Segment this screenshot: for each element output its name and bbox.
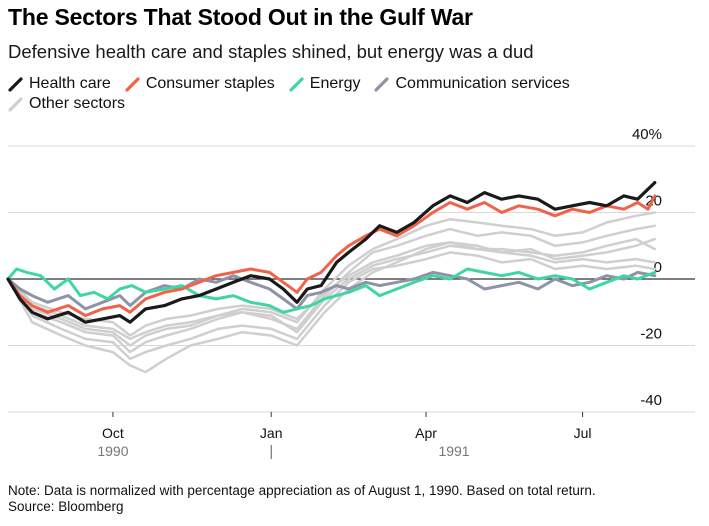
chart-source: Source: Bloomberg bbox=[8, 499, 124, 514]
year-label: 1991 bbox=[438, 443, 469, 459]
chart-legend: Health care Consumer staples Energy Comm… bbox=[8, 74, 698, 114]
series-line-other-sectors bbox=[6, 251, 657, 361]
chart-subtitle: Defensive health care and staples shined… bbox=[8, 41, 534, 62]
series-line-health-care bbox=[6, 181, 657, 324]
x-tick-label: Jul bbox=[574, 425, 592, 441]
legend-label-energy: Energy bbox=[309, 75, 361, 92]
x-tick-label: Apr bbox=[415, 425, 437, 441]
series-line-other-sectors bbox=[6, 237, 657, 374]
legend-row-2: Other sectors bbox=[8, 94, 698, 114]
legend-swatch-consumer-staples bbox=[125, 76, 140, 92]
legend-label-communication-services: Communication services bbox=[395, 75, 570, 92]
series-line-other-sectors bbox=[6, 211, 657, 347]
legend-swatch-other-sectors bbox=[8, 96, 23, 112]
legend-item-communication-services: Communication services bbox=[374, 75, 570, 93]
legend-item-other-sectors: Other sectors bbox=[8, 95, 125, 113]
legend-item-consumer-staples: Consumer staples bbox=[125, 75, 275, 93]
legend-item-energy: Energy bbox=[289, 75, 361, 93]
y-tick-label: 40% bbox=[632, 126, 662, 143]
year-label: 1990 bbox=[97, 443, 128, 459]
y-tick-label: -40 bbox=[640, 392, 662, 409]
legend-swatch-communication-services bbox=[374, 76, 390, 92]
y-tick-label: 0 bbox=[654, 259, 662, 276]
x-tick-label: Jan bbox=[260, 425, 283, 441]
x-tick-label: Oct bbox=[102, 425, 124, 441]
legend-swatch-energy bbox=[289, 76, 304, 92]
legend-label-other-sectors: Other sectors bbox=[29, 95, 126, 112]
legend-row-1: Health care Consumer staples Energy Comm… bbox=[8, 74, 698, 94]
legend-swatch-health-care bbox=[8, 76, 23, 92]
chart-note: Note: Data is normalized with percentage… bbox=[8, 483, 596, 498]
legend-label-health-care: Health care bbox=[29, 75, 111, 92]
series-line-energy bbox=[6, 267, 657, 314]
legend-label-consumer-staples: Consumer staples bbox=[145, 75, 275, 92]
chart-footer: Note: Data is normalized with percentage… bbox=[8, 483, 596, 515]
chart-title: The Sectors That Stood Out in the Gulf W… bbox=[8, 4, 473, 30]
legend-item-health-care: Health care bbox=[8, 75, 111, 93]
series-line-communication-services bbox=[6, 270, 657, 311]
series-line-consumer-staples bbox=[6, 194, 657, 318]
y-tick-label: -20 bbox=[640, 326, 662, 343]
series-line-other-sectors bbox=[6, 224, 657, 354]
